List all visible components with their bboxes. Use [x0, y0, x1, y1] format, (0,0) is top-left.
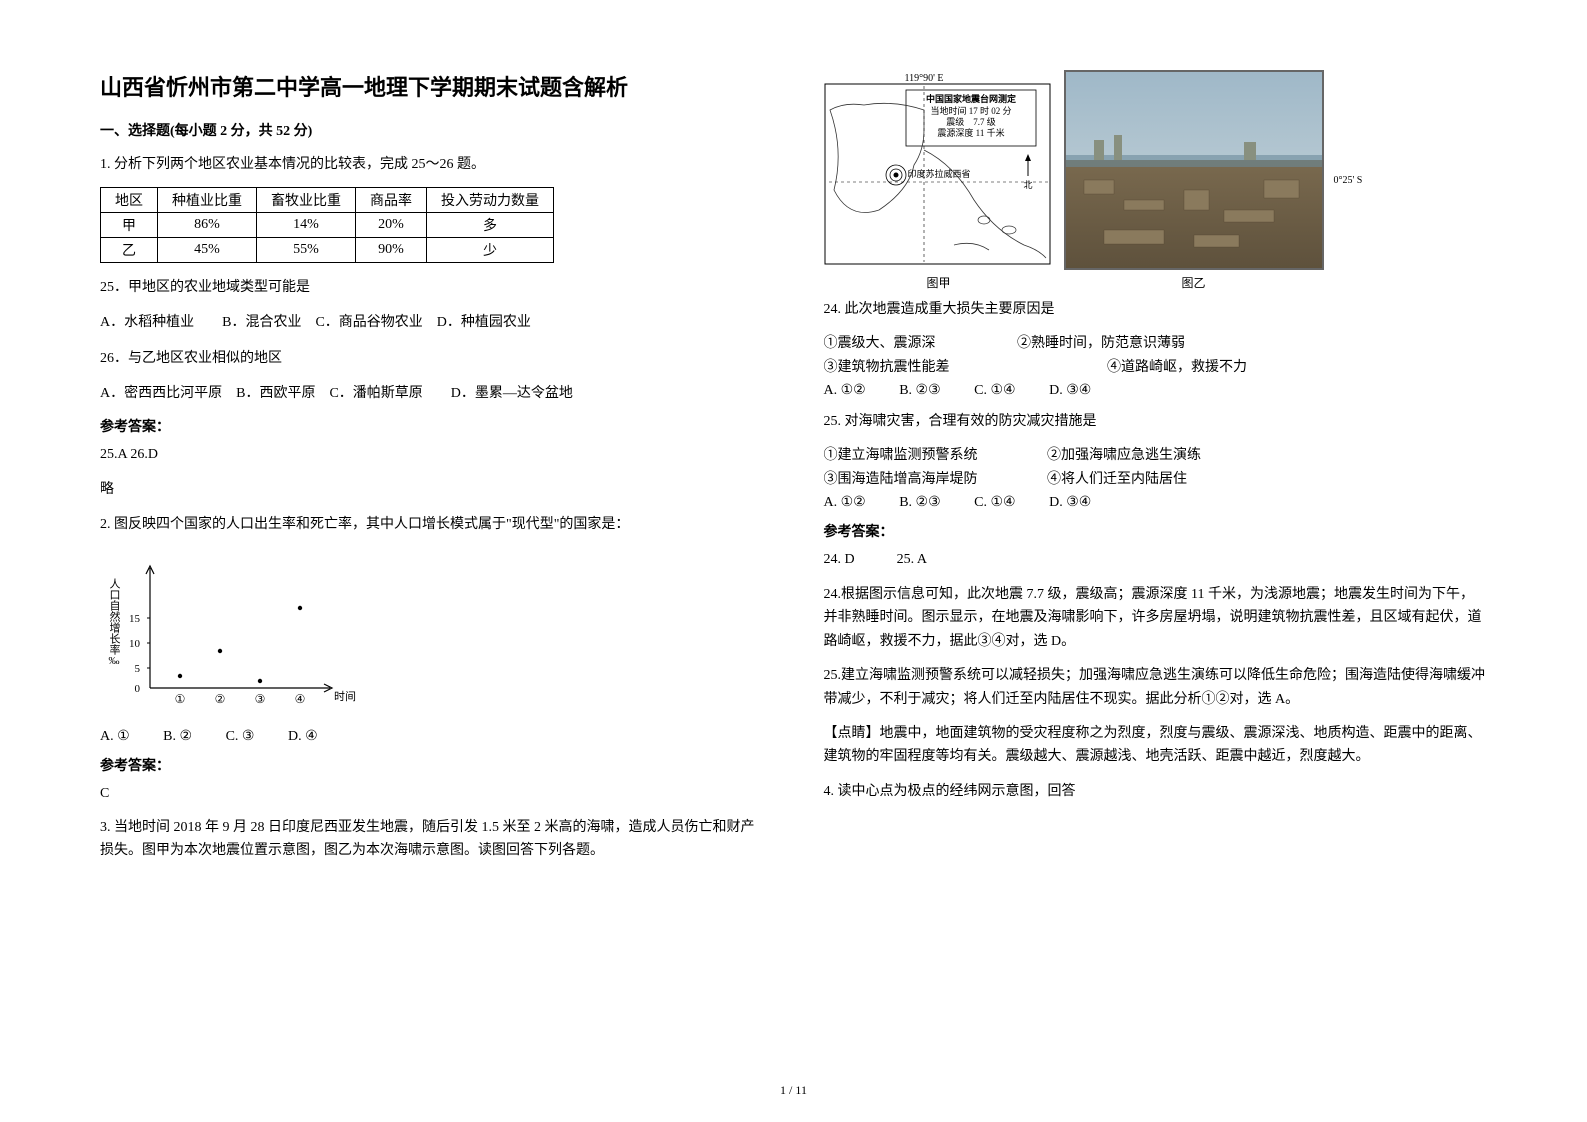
- th-region: 地区: [101, 188, 158, 213]
- svg-text:10: 10: [129, 638, 141, 650]
- q25-options: A．水稻种植业 B．混合农业 C．商品谷物农业 D．种植园农业: [100, 310, 764, 335]
- opt-c: C. ①④: [974, 494, 1015, 511]
- svg-text:人口自然增长率‰: 人口自然增长率‰: [108, 577, 121, 666]
- q24-items: ①震级大、震源深 ②熟睡时间，防范意识薄弱 ③建筑物抗震性能差 ④道路崎岖，救援…: [824, 332, 1488, 376]
- svg-text:中国国家地震台网测定: 中国国家地震台网测定: [925, 93, 1016, 104]
- svg-text:震源深度 11 千米: 震源深度 11 千米: [937, 127, 1004, 138]
- explanation-25: 25.建立海啸监测预警系统可以减轻损失；加强海啸应急逃生演练可以降低生命危险；围…: [824, 664, 1488, 712]
- q24-options: A. ①② B. ②③ C. ①④ D. ③④: [824, 382, 1488, 399]
- svg-text:时间: 时间: [334, 690, 356, 703]
- answer-1b: 略: [100, 477, 764, 502]
- q25b-items: ①建立海啸监测预警系统 ②加强海啸应急逃生演练 ③围海造陆增高海岸堤防 ④将人们…: [824, 444, 1488, 488]
- answer-label: 参考答案：: [100, 755, 764, 775]
- q2-text: 2. 图反映四个国家的人口出生率和死亡率，其中人口增长模式属于"现代型"的国家是…: [100, 512, 764, 537]
- lon-label: 119°90' E: [904, 73, 943, 84]
- q26-options: A．密西西比河平原 B．西欧平原 C．潘帕斯草原 D．墨累—达令盆地: [100, 381, 764, 406]
- svg-text:0: 0: [135, 683, 141, 695]
- opt-a: A. ①②: [824, 494, 866, 511]
- th-commodity: 商品率: [356, 188, 427, 213]
- chart-svg: 5 10 15 0 人口自然增长率‰ 时间 ① ② ③ ④: [100, 548, 360, 718]
- opt-a: A. ①②: [824, 382, 866, 399]
- opt-a: A. ①: [100, 728, 130, 745]
- answer-1: 25.A 26.D: [100, 442, 764, 467]
- svg-text:震级 7.7 级: 震级 7.7 级: [946, 116, 996, 127]
- photo-caption: 图乙: [1064, 274, 1324, 291]
- q25-text: 25．甲地区的农业地域类型可能是: [100, 275, 764, 300]
- th-livestock: 畜牧业比重: [257, 188, 356, 213]
- q2-options: A. ① B. ② C. ③ D. ④: [100, 728, 764, 745]
- opt-c: C. ①④: [974, 382, 1015, 399]
- lat-label: 0°25' S: [1334, 175, 1363, 186]
- th-plant: 种植业比重: [158, 188, 257, 213]
- q24-text: 24. 此次地震造成重大损失主要原因是: [824, 297, 1488, 322]
- svg-text:15: 15: [129, 613, 141, 625]
- q1-intro: 1. 分析下列两个地区农业基本情况的比较表，完成 25～26 题。: [100, 152, 764, 177]
- q25b-text: 25. 对海啸灾害，合理有效的防灾减灾措施是: [824, 409, 1488, 434]
- comparison-table: 地区 种植业比重 畜牧业比重 商品率 投入劳动力数量 甲 86% 14% 20%…: [100, 187, 554, 263]
- page-title: 山西省忻州市第二中学高一地理下学期期末试题含解析: [100, 70, 764, 102]
- table-row: 乙 45% 55% 90% 少: [101, 238, 554, 263]
- svg-text:5: 5: [135, 663, 141, 675]
- q3-text: 3. 当地时间 2018 年 9 月 28 日印度尼西亚发生地震，随后引发 1.…: [100, 816, 764, 864]
- answer-label: 参考答案：: [824, 521, 1488, 541]
- tsunami-photo: [1064, 70, 1324, 270]
- opt-c: C. ③: [226, 728, 255, 745]
- th-labor: 投入劳动力数量: [427, 188, 554, 213]
- answer-2: C: [100, 781, 764, 806]
- map-figure: 119°90' E 中国国家地震台网测定 当地时间 17 时 02 分 震级 7…: [824, 70, 1054, 291]
- answer-3: 24. D 25. A: [824, 547, 1488, 572]
- section-header: 一、选择题(每小题 2 分，共 52 分): [100, 120, 764, 140]
- map-svg: 119°90' E 中国国家地震台网测定 当地时间 17 时 02 分 震级 7…: [824, 70, 1054, 270]
- table-row: 甲 86% 14% 20% 多: [101, 213, 554, 238]
- opt-b: B. ②③: [899, 494, 940, 511]
- page-number: 1 / 11: [780, 1083, 807, 1098]
- svg-text:④: ④: [295, 692, 306, 706]
- explanation-24: 24.根据图示信息可知，此次地震 7.7 级，震级高；震源深度 11 千米，为浅…: [824, 583, 1488, 654]
- svg-text:印度苏拉威西省: 印度苏拉威西省: [907, 168, 970, 179]
- svg-text:①: ①: [175, 692, 186, 706]
- opt-d: D. ③④: [1049, 382, 1091, 399]
- answer-label: 参考答案：: [100, 416, 764, 436]
- q26-text: 26．与乙地区农业相似的地区: [100, 346, 764, 371]
- svg-text:③: ③: [255, 692, 266, 706]
- tip-text: 【点睛】地震中，地面建筑物的受灾程度称之为烈度，烈度与震级、震源深浅、地质构造、…: [824, 722, 1488, 770]
- opt-b: B. ②: [163, 728, 192, 745]
- svg-text:当地时间 17 时 02 分: 当地时间 17 时 02 分: [930, 105, 1011, 116]
- q4-text: 4. 读中心点为极点的经纬网示意图，回答: [824, 779, 1488, 804]
- svg-text:北: 北: [1023, 180, 1032, 190]
- map-caption: 图甲: [824, 274, 1054, 291]
- image-row: 119°90' E 中国国家地震台网测定 当地时间 17 时 02 分 震级 7…: [824, 70, 1488, 291]
- q25b-options: A. ①② B. ②③ C. ①④ D. ③④: [824, 494, 1488, 511]
- opt-d: D. ③④: [1049, 494, 1091, 511]
- photo-figure: 图乙: [1064, 70, 1324, 291]
- opt-b: B. ②③: [899, 382, 940, 399]
- svg-text:②: ②: [215, 692, 226, 706]
- left-column: 山西省忻州市第二中学高一地理下学期期末试题含解析 一、选择题(每小题 2 分，共…: [100, 70, 764, 873]
- population-chart: 5 10 15 0 人口自然增长率‰ 时间 ① ② ③ ④: [100, 548, 764, 718]
- right-column: 119°90' E 中国国家地震台网测定 当地时间 17 时 02 分 震级 7…: [824, 70, 1488, 873]
- opt-d: D. ④: [288, 728, 318, 745]
